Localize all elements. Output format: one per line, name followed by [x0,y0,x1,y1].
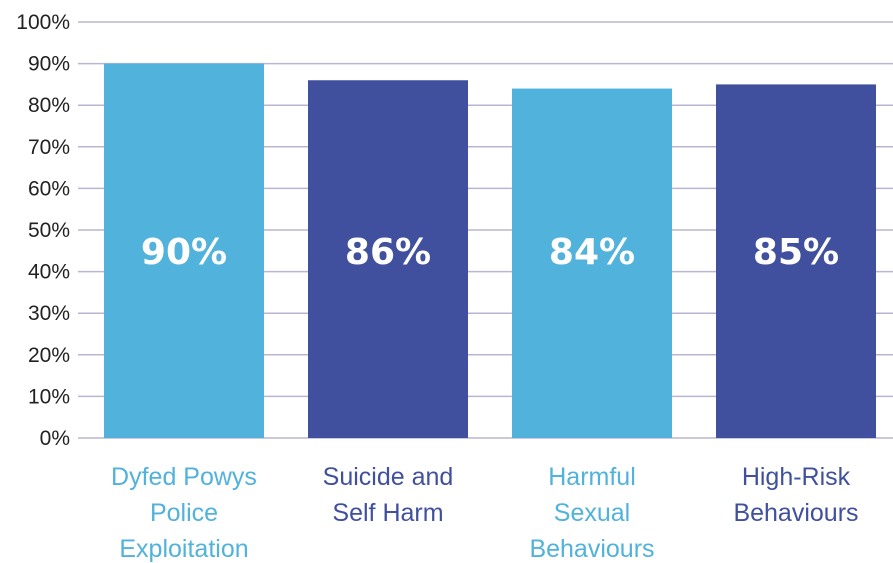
y-tick-label: 10% [28,385,70,408]
bar-value-labels: 90% 86% 84% 85% [141,232,839,273]
y-tick-label: 100% [16,11,70,34]
bar-value-label: 84% [549,232,635,273]
y-tick-label: 20% [28,344,70,367]
bar [512,88,672,438]
bar [716,84,876,439]
y-tick-label: 50% [28,219,70,242]
y-tick-label: 80% [28,94,70,117]
y-tick-label: 90% [28,53,70,76]
y-tick-label: 70% [28,136,70,159]
bar [104,63,264,438]
bar-value-label: 86% [345,232,431,273]
bar [308,80,468,439]
y-tick-label: 40% [28,261,70,284]
category-label: High-Risk Behaviours [733,463,858,527]
category-label: Harmful Sexual Behaviours [529,463,654,563]
y-axis-tick-labels: 0% 10% 20% 30% 40% 50% 60% 70% 80% 90% 100% [16,11,70,450]
bars [104,63,876,439]
y-tick-label: 30% [28,302,70,325]
category-label: Dyfed Powys Police Exploitation [111,463,257,563]
y-tick-label: 60% [28,177,70,200]
category-label: Suicide and Self Harm [323,463,454,527]
bar-value-label: 85% [753,232,839,273]
bar-value-label: 90% [141,232,227,273]
category-labels: Dyfed Powys Police Exploitation Suicide and… [111,463,858,563]
y-tick-label: 0% [40,427,70,450]
